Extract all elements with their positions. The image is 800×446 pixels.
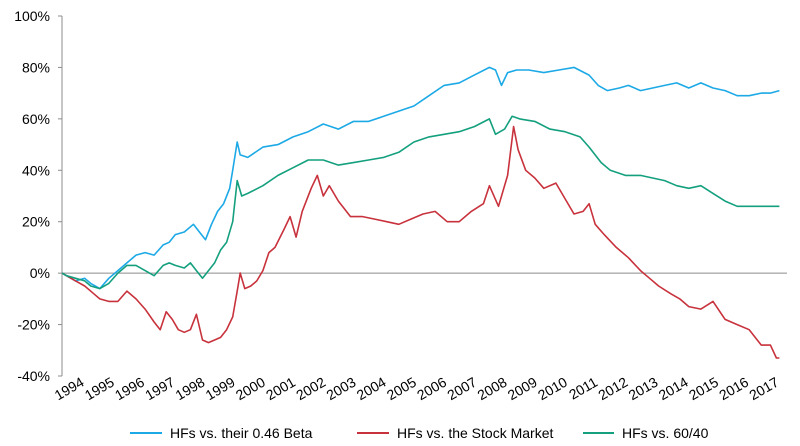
x-tick-label: 2017 — [746, 374, 781, 404]
y-tick-label: 20% — [22, 214, 50, 230]
legend: HFs vs. their 0.46 Beta HFs vs. the Stock… — [130, 425, 709, 441]
legend-label: HFs vs. 60/40 — [622, 425, 709, 441]
y-tick-label: 60% — [22, 111, 50, 127]
x-tick-labels: 1994199519961997199819992000200120022003… — [52, 374, 782, 404]
legend-label: HFs vs. the Stock Market — [397, 425, 553, 441]
x-tick-label: 2011 — [566, 374, 600, 403]
y-tick-label: 100% — [14, 8, 50, 24]
y-tick-labels: 100% 80% 60% 40% 20% 0% -20% -40% — [14, 8, 50, 384]
y-tick-label: 40% — [22, 162, 50, 178]
y-tick-label: 0% — [30, 265, 50, 281]
series-lines — [61, 66, 780, 359]
y-tick-label: -20% — [17, 317, 50, 333]
axes — [58, 15, 787, 377]
series-line-2 — [61, 115, 780, 290]
series-line-0 — [61, 66, 780, 290]
legend-label: HFs vs. their 0.46 Beta — [170, 425, 313, 441]
series-line-1 — [61, 125, 780, 359]
y-tick-label: -40% — [17, 368, 50, 384]
y-tick-label: 80% — [22, 59, 50, 75]
